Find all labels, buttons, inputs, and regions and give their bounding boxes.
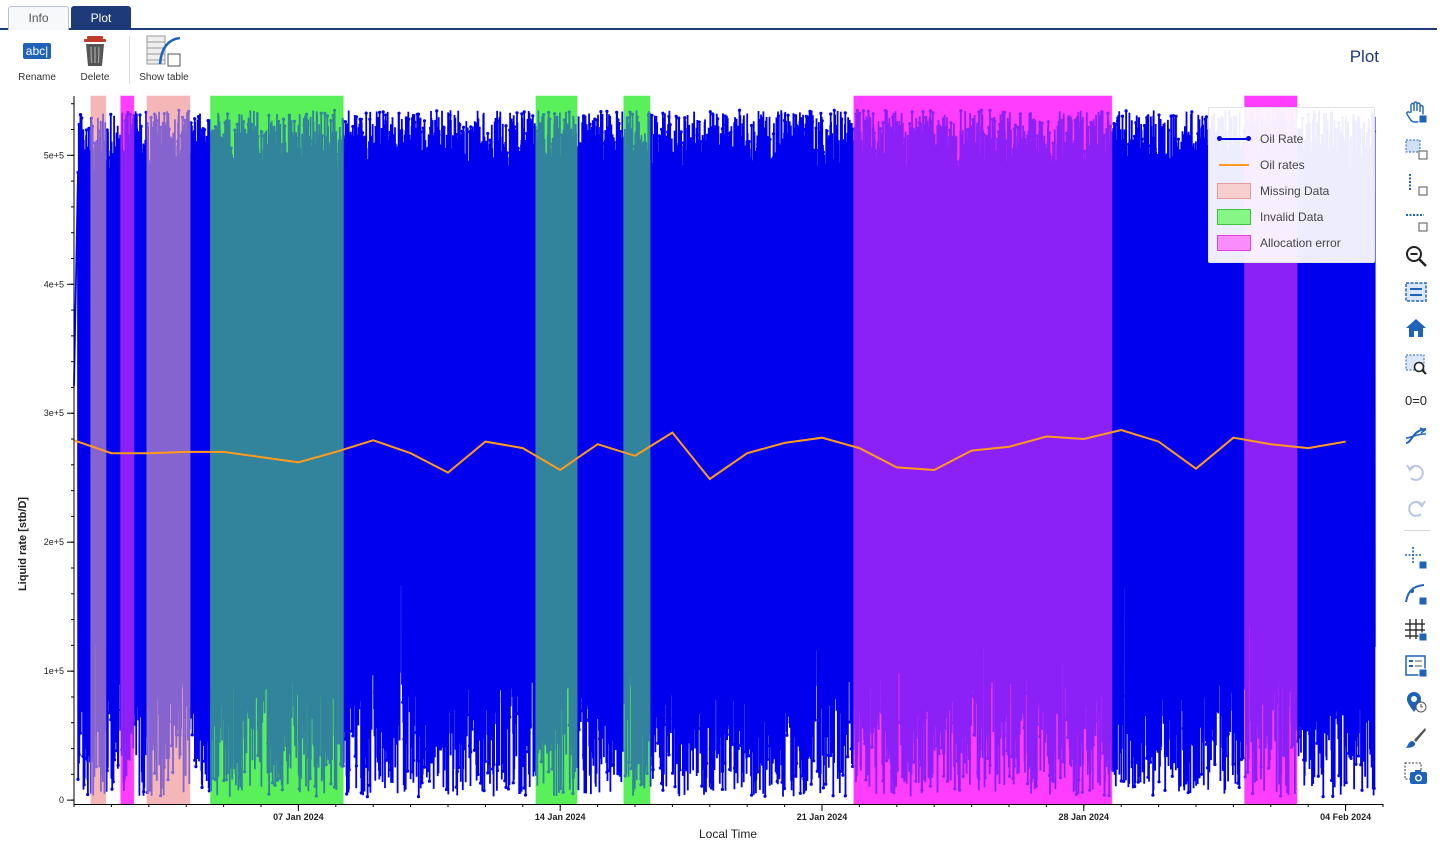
brush-icon[interactable]	[1402, 724, 1430, 752]
trash-icon	[65, 34, 125, 68]
x-tick-label: 21 Jan 2024	[797, 812, 848, 822]
legend-item-allocation-error[interactable]: Allocation error	[1217, 234, 1341, 252]
rename-button[interactable]: abc| Rename	[7, 34, 67, 83]
legend-swatch-oil-rates	[1217, 157, 1251, 173]
y-tick-label: 1e+5	[44, 666, 64, 676]
tab-plot[interactable]: Plot	[71, 6, 131, 30]
svg-text:0=0: 0=0	[1405, 393, 1427, 408]
screenshot-icon[interactable]	[1402, 760, 1430, 788]
y-tick-label: 0	[59, 795, 64, 805]
home-icon[interactable]	[1402, 314, 1430, 342]
legend-item-missing-data[interactable]: Missing Data	[1217, 182, 1329, 200]
reset-zoom-icon[interactable]	[1402, 350, 1430, 378]
x-tick-label: 28 Jan 2024	[1059, 812, 1110, 822]
toolbar: abc| Rename Delete Sh	[0, 30, 1437, 90]
tooltip-icon[interactable]	[1402, 688, 1430, 716]
delete-button[interactable]: Delete	[65, 34, 125, 83]
x-axis-title: Local Time	[699, 827, 757, 841]
legend-icon[interactable]	[1402, 652, 1430, 680]
span-overlay-allocation-error	[120, 95, 135, 805]
redo-icon[interactable]	[1402, 494, 1430, 522]
tab-info[interactable]: Info	[8, 6, 69, 30]
legend-item-oil-rate[interactable]: Oil Rate	[1217, 130, 1303, 148]
y-zoom-icon[interactable]	[1402, 206, 1430, 234]
toolbar-divider	[129, 36, 130, 84]
oil-rates-line	[73, 428, 1346, 481]
span-overlay-missing-data	[146, 95, 191, 805]
crosshair-icon[interactable]	[1402, 544, 1430, 572]
point-select-icon[interactable]	[1402, 580, 1430, 608]
y-axis-title: Liquid rate [stb/D]	[17, 497, 29, 591]
rename-icon: abc|	[7, 34, 67, 68]
table-chart-icon	[134, 34, 194, 68]
span-overlay-invalid-data	[210, 95, 344, 805]
page-title: Plot	[1349, 47, 1379, 66]
legend-item-invalid-data[interactable]: Invalid Data	[1217, 208, 1323, 226]
legend-label-oil-rate: Oil Rate	[1260, 132, 1304, 146]
y-tick-label: 3e+5	[44, 408, 64, 418]
show-table-button[interactable]: Show table	[134, 34, 194, 83]
zoom-icon[interactable]	[1402, 242, 1430, 270]
legend-swatch-invalid-data	[1217, 209, 1251, 225]
fit-icon[interactable]	[1402, 278, 1430, 306]
legend-label-oil-rates: Oil rates	[1260, 158, 1305, 172]
x-tick-label: 04 Feb 2024	[1320, 812, 1371, 822]
chart[interactable]: 07 Jan 2024 14 Jan 2024 21 Jan 2024 28 Jan …	[0, 92, 1395, 848]
show-table-label: Show table	[139, 72, 189, 83]
undo-icon[interactable]	[1402, 458, 1430, 486]
smooth-icon[interactable]	[1402, 422, 1430, 450]
y-tick-label: 2e+5	[44, 537, 64, 547]
x-tick-label: 14 Jan 2024	[535, 812, 586, 822]
legend[interactable]: Oil Rate Oil rates Missing Data Invalid …	[1208, 107, 1375, 263]
legend-swatch-missing-data	[1217, 183, 1251, 199]
legend-item-oil-rates[interactable]: Oil rates	[1217, 156, 1305, 174]
axes: 07 Jan 2024 14 Jan 2024 21 Jan 2024 28 Jan …	[44, 96, 1384, 822]
aspect-ratio-icon[interactable]: 0=0	[1402, 386, 1430, 414]
pan-icon[interactable]	[1402, 98, 1430, 126]
grid-icon[interactable]	[1402, 616, 1430, 644]
legend-label-invalid-data: Invalid Data	[1260, 210, 1324, 224]
legend-swatch-allocation-error	[1217, 235, 1251, 251]
sidebar-divider	[1404, 530, 1430, 531]
x-tick-label: 07 Jan 2024	[273, 812, 324, 822]
tab-bar: Info Plot	[0, 0, 1437, 30]
y-tick-label: 4e+5	[44, 279, 64, 289]
legend-label-missing-data: Missing Data	[1260, 184, 1330, 198]
span-overlay-invalid-data	[535, 95, 578, 805]
delete-label: Delete	[80, 72, 110, 83]
legend-swatch-oil-rate	[1217, 131, 1251, 147]
y-tick-label: 5e+5	[44, 150, 64, 160]
box-zoom-icon[interactable]	[1402, 134, 1430, 162]
rename-icon-text: abc|	[22, 43, 52, 59]
legend-label-allocation-error: Allocation error	[1260, 236, 1341, 250]
x-zoom-icon[interactable]	[1402, 170, 1430, 198]
oil-rates-series	[73, 428, 1346, 481]
rename-label: Rename	[18, 72, 56, 83]
